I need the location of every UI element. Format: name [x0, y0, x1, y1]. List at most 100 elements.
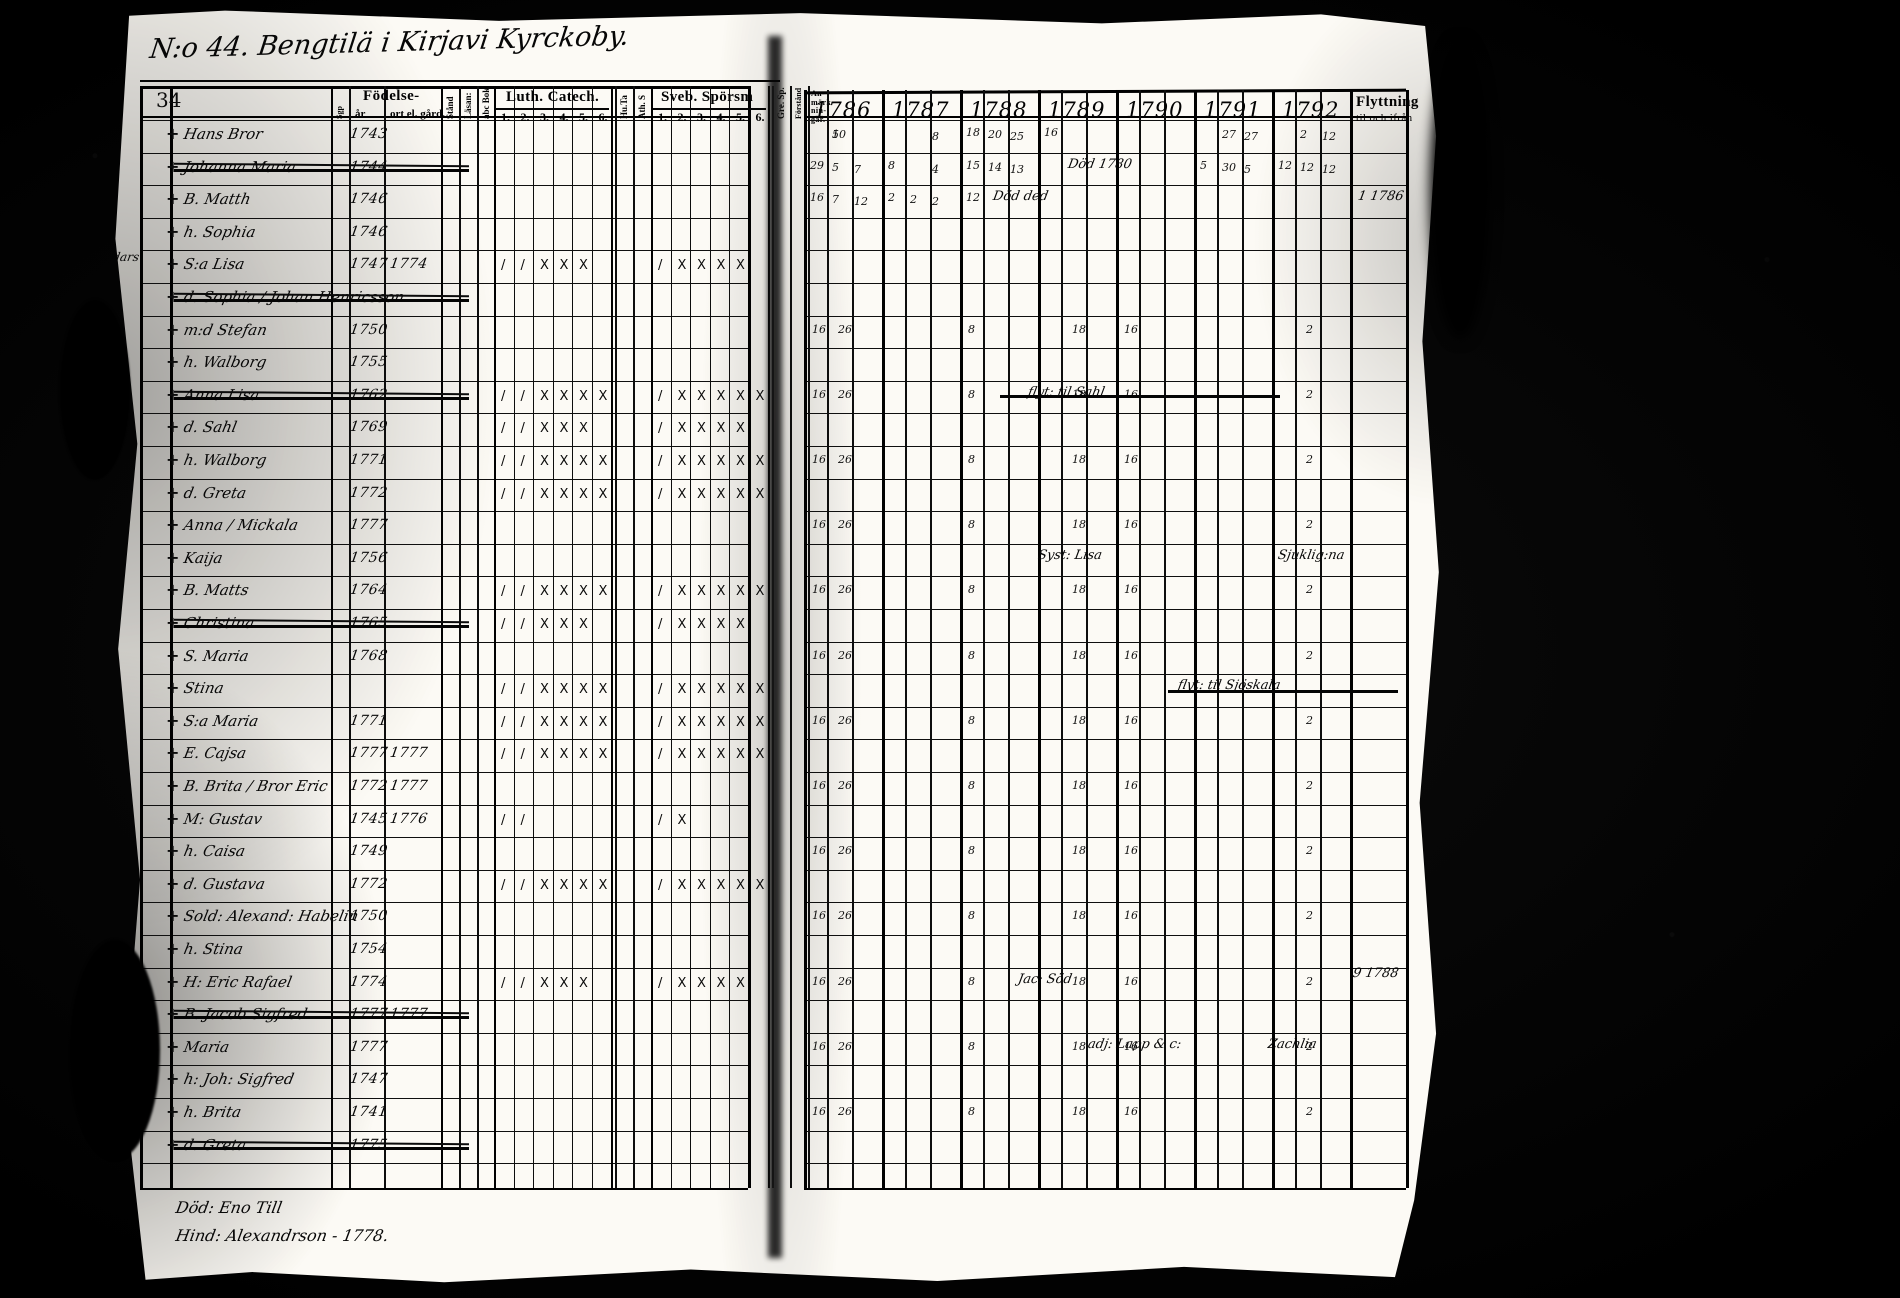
table-column-rule — [930, 90, 932, 1188]
right-row-rule — [804, 1032, 1406, 1034]
header-sveb-num: 5. — [736, 110, 745, 124]
catech-mark: / — [501, 747, 506, 763]
row-plus-mark: + — [166, 156, 180, 176]
catech-mark: X — [579, 975, 588, 991]
table-column-rule — [960, 90, 963, 1188]
grid-entry-number: 2 — [1306, 453, 1313, 466]
grid-entry-number: 2 — [1306, 322, 1313, 336]
right-row-rule — [804, 315, 1406, 317]
table-column-rule — [140, 86, 143, 1188]
row-plus-mark: + — [166, 1036, 180, 1056]
right-row-rule — [804, 185, 1406, 187]
catech-mark: X — [579, 714, 588, 730]
row-name: d. Greta — [182, 1135, 248, 1154]
table-row-rule — [140, 967, 748, 969]
right-row-rule — [804, 446, 1406, 447]
catech-mark: / — [520, 714, 525, 730]
row-birth-year: 1750 — [348, 908, 389, 925]
year-column-header: 1792 — [1282, 98, 1340, 122]
row-name: Kaija — [182, 548, 225, 567]
grid-entry-number: 8 — [888, 158, 895, 172]
row-plus-mark: + — [166, 613, 180, 632]
sveb-mark: X — [716, 421, 726, 437]
sveb-mark: X — [697, 258, 706, 274]
catech-mark: X — [579, 682, 588, 698]
table-column-rule — [670, 86, 672, 1188]
catech-mark: / — [501, 975, 506, 991]
grid-entry-number: 8 — [968, 322, 975, 336]
table-column-rule — [1061, 90, 1063, 1188]
row-birth-year: 1768 — [348, 647, 389, 664]
table-row-rule — [140, 1163, 748, 1165]
catech-mark: / — [501, 714, 506, 730]
row-name: h. Caisa — [182, 842, 247, 861]
row-name: h. Stina — [182, 940, 245, 958]
catech-mark: X — [559, 388, 569, 404]
grid-entry-number: 18 — [1072, 583, 1086, 597]
catech-mark: / — [520, 421, 525, 437]
sveb-mark: X — [677, 258, 687, 274]
right-page-note: adj: Lapp & c: — [1086, 1036, 1183, 1052]
grid-entry-number: 2 — [1300, 128, 1307, 141]
row-plus-mark: + — [166, 189, 180, 209]
header-luth-num: 4. — [559, 110, 569, 124]
header-luth-rule — [496, 108, 609, 110]
header-sveb-num: 3. — [697, 110, 706, 124]
row-plus-mark: + — [166, 776, 180, 795]
row-name: S. Maria — [182, 646, 251, 665]
header-sveb-num: 2. — [677, 110, 687, 124]
row-birth-year: 1765 — [348, 615, 389, 631]
row-birth-year: 1747 — [348, 1071, 389, 1088]
grid-entry-number: 12 — [1322, 130, 1336, 143]
right-row-rule — [804, 837, 1406, 839]
table-column-rule — [349, 86, 351, 1188]
table-column-rule — [1038, 90, 1041, 1188]
sveb-mark: X — [736, 388, 745, 404]
row-strikethrough — [174, 396, 469, 400]
grid-entry-number: 2 — [1306, 1039, 1313, 1053]
grid-entry-number: 12 — [1322, 162, 1336, 176]
right-row-rule — [804, 641, 1406, 643]
right-row-rule — [804, 543, 1406, 545]
row-plus-mark: + — [166, 743, 180, 763]
catech-mark: / — [520, 975, 525, 991]
sveb-mark: / — [658, 747, 663, 763]
right-row-rule — [804, 804, 1406, 806]
sveb-mark: X — [677, 388, 687, 404]
grid-entry-number: 2 — [1306, 648, 1313, 662]
table-column-rule — [709, 86, 711, 1188]
grid-entry-number: 2 — [1306, 518, 1313, 532]
catech-mark: X — [540, 682, 549, 698]
table-row-rule — [140, 739, 748, 741]
grid-entry-number: 20 — [988, 128, 1002, 141]
sveb-mark: X — [736, 877, 745, 893]
right-page-note: Zachlia — [1266, 1036, 1318, 1052]
row-birth-year: 1750 — [348, 321, 389, 338]
right-row-rule — [804, 348, 1406, 350]
table-row-rule — [140, 348, 748, 350]
table-column-rule — [882, 90, 885, 1188]
header-sveb-num: 6. — [755, 110, 765, 124]
sveb-mark: X — [736, 747, 745, 763]
grid-entry-number: 16 — [1124, 453, 1138, 466]
sveb-mark: X — [677, 975, 687, 991]
table-row-rule — [140, 674, 748, 676]
row-plus-mark: + — [166, 808, 180, 828]
table-column-rule — [1272, 90, 1275, 1188]
row-name: B. Jacob Sigfred — [182, 1005, 309, 1024]
right-row-rule — [804, 217, 1406, 219]
row-birth-year: 1749 — [348, 843, 389, 860]
grid-entry-number: 26 — [838, 844, 852, 858]
catech-mark: / — [520, 486, 525, 502]
row-strikethrough — [174, 625, 469, 628]
header-forstand: Förstånd — [794, 87, 803, 119]
row-strikethrough — [174, 299, 469, 302]
grid-entry-number: 12 — [1300, 160, 1314, 174]
grid-entry-number: 18 — [1072, 453, 1086, 466]
grid-entry-number: 27 — [1244, 130, 1258, 143]
right-row-rule — [804, 967, 1406, 969]
right-row-rule — [804, 1098, 1406, 1099]
sveb-mark: X — [677, 486, 687, 502]
grid-entry-number: 16 — [1124, 1105, 1138, 1118]
row-birth-year: 1777 — [348, 1006, 389, 1023]
